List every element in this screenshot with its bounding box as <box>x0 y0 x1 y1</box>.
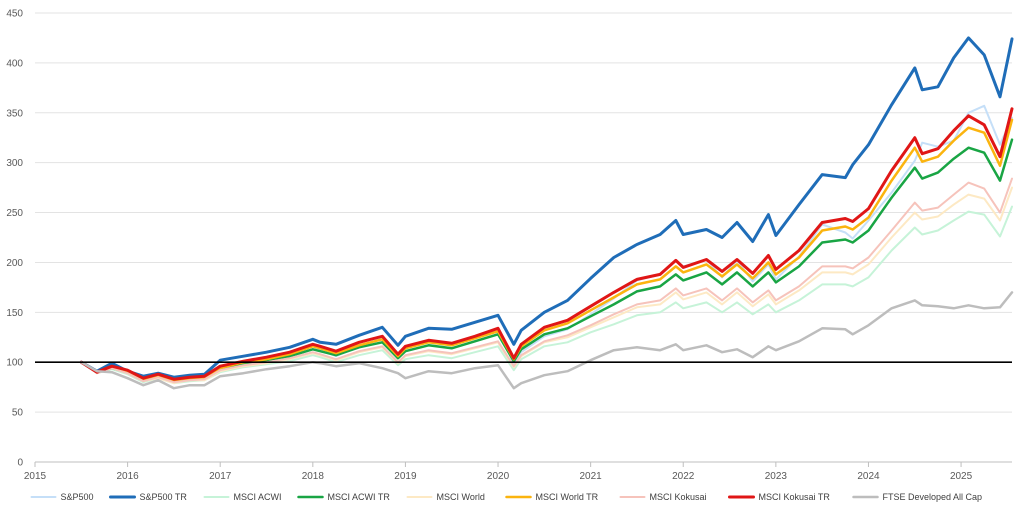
legend-label: FTSE Developed All Cap <box>883 492 983 502</box>
series-lines <box>79 36 1014 390</box>
legend-item: MSCI ACWI TR <box>297 492 391 502</box>
series-line-msci-world-tr <box>80 118 1014 382</box>
series-line-msci-kokusai <box>80 177 1013 384</box>
axes: 0 50 100 150 200 250 300 350 400 450 2015 2016 2017 2… <box>6 9 1012 482</box>
series-line-msci-kokusai-tr <box>79 107 1014 381</box>
y-tick-label: 200 <box>6 258 23 269</box>
legend-label: MSCI ACWI TR <box>328 492 391 502</box>
legend-item: MSCI ACWI <box>203 492 282 502</box>
legend-label: S&P500 TR <box>140 492 188 502</box>
y-tick-label: 450 <box>6 9 23 20</box>
legend-item: S&P500 TR <box>109 492 188 502</box>
legend-item: MSCI Kokusai TR <box>728 492 831 502</box>
legend-item: FTSE Developed All Cap <box>852 492 983 502</box>
legend-label: MSCI World <box>437 492 485 502</box>
legend-item: MSCI World TR <box>505 492 599 502</box>
x-tick-label: 2015 <box>24 471 47 482</box>
x-tick-label: 2022 <box>672 471 695 482</box>
y-tick-label: 300 <box>6 158 23 169</box>
x-tick-label: 2017 <box>209 471 232 482</box>
x-tick-label: 2025 <box>950 471 973 482</box>
series-line-msci-acwi <box>80 205 1013 385</box>
legend-label: S&P500 <box>61 492 94 502</box>
legend-label: MSCI ACWI <box>234 492 282 502</box>
y-tick-label: 50 <box>12 408 24 419</box>
y-tick-label: 100 <box>6 358 23 369</box>
x-tick-label: 2024 <box>857 471 880 482</box>
legend-item: MSCI World <box>406 492 485 502</box>
x-tick-label: 2023 <box>765 471 788 482</box>
y-tick-label: 350 <box>6 108 23 119</box>
series-line-ftse-developed-all-cap <box>80 291 1014 390</box>
legend-item: MSCI Kokusai <box>619 492 707 502</box>
x-tick-label: 2018 <box>302 471 325 482</box>
y-tick-label: 150 <box>6 308 23 319</box>
legend-item: S&P500 <box>30 492 94 502</box>
legend: S&P500 S&P500 TR MSCI ACWI MSCI ACWI TR MSCI… <box>30 492 983 502</box>
y-tick-label: 0 <box>17 458 23 469</box>
x-tick-label: 2021 <box>580 471 603 482</box>
x-tick-label: 2016 <box>116 471 139 482</box>
x-tick-label: 2020 <box>487 471 510 482</box>
x-tick-label: 2019 <box>394 471 417 482</box>
legend-label: MSCI Kokusai <box>650 492 707 502</box>
legend-label: MSCI Kokusai TR <box>759 492 831 502</box>
legend-label: MSCI World TR <box>536 492 599 502</box>
y-tick-label: 250 <box>6 208 23 219</box>
y-tick-label: 400 <box>6 58 23 69</box>
